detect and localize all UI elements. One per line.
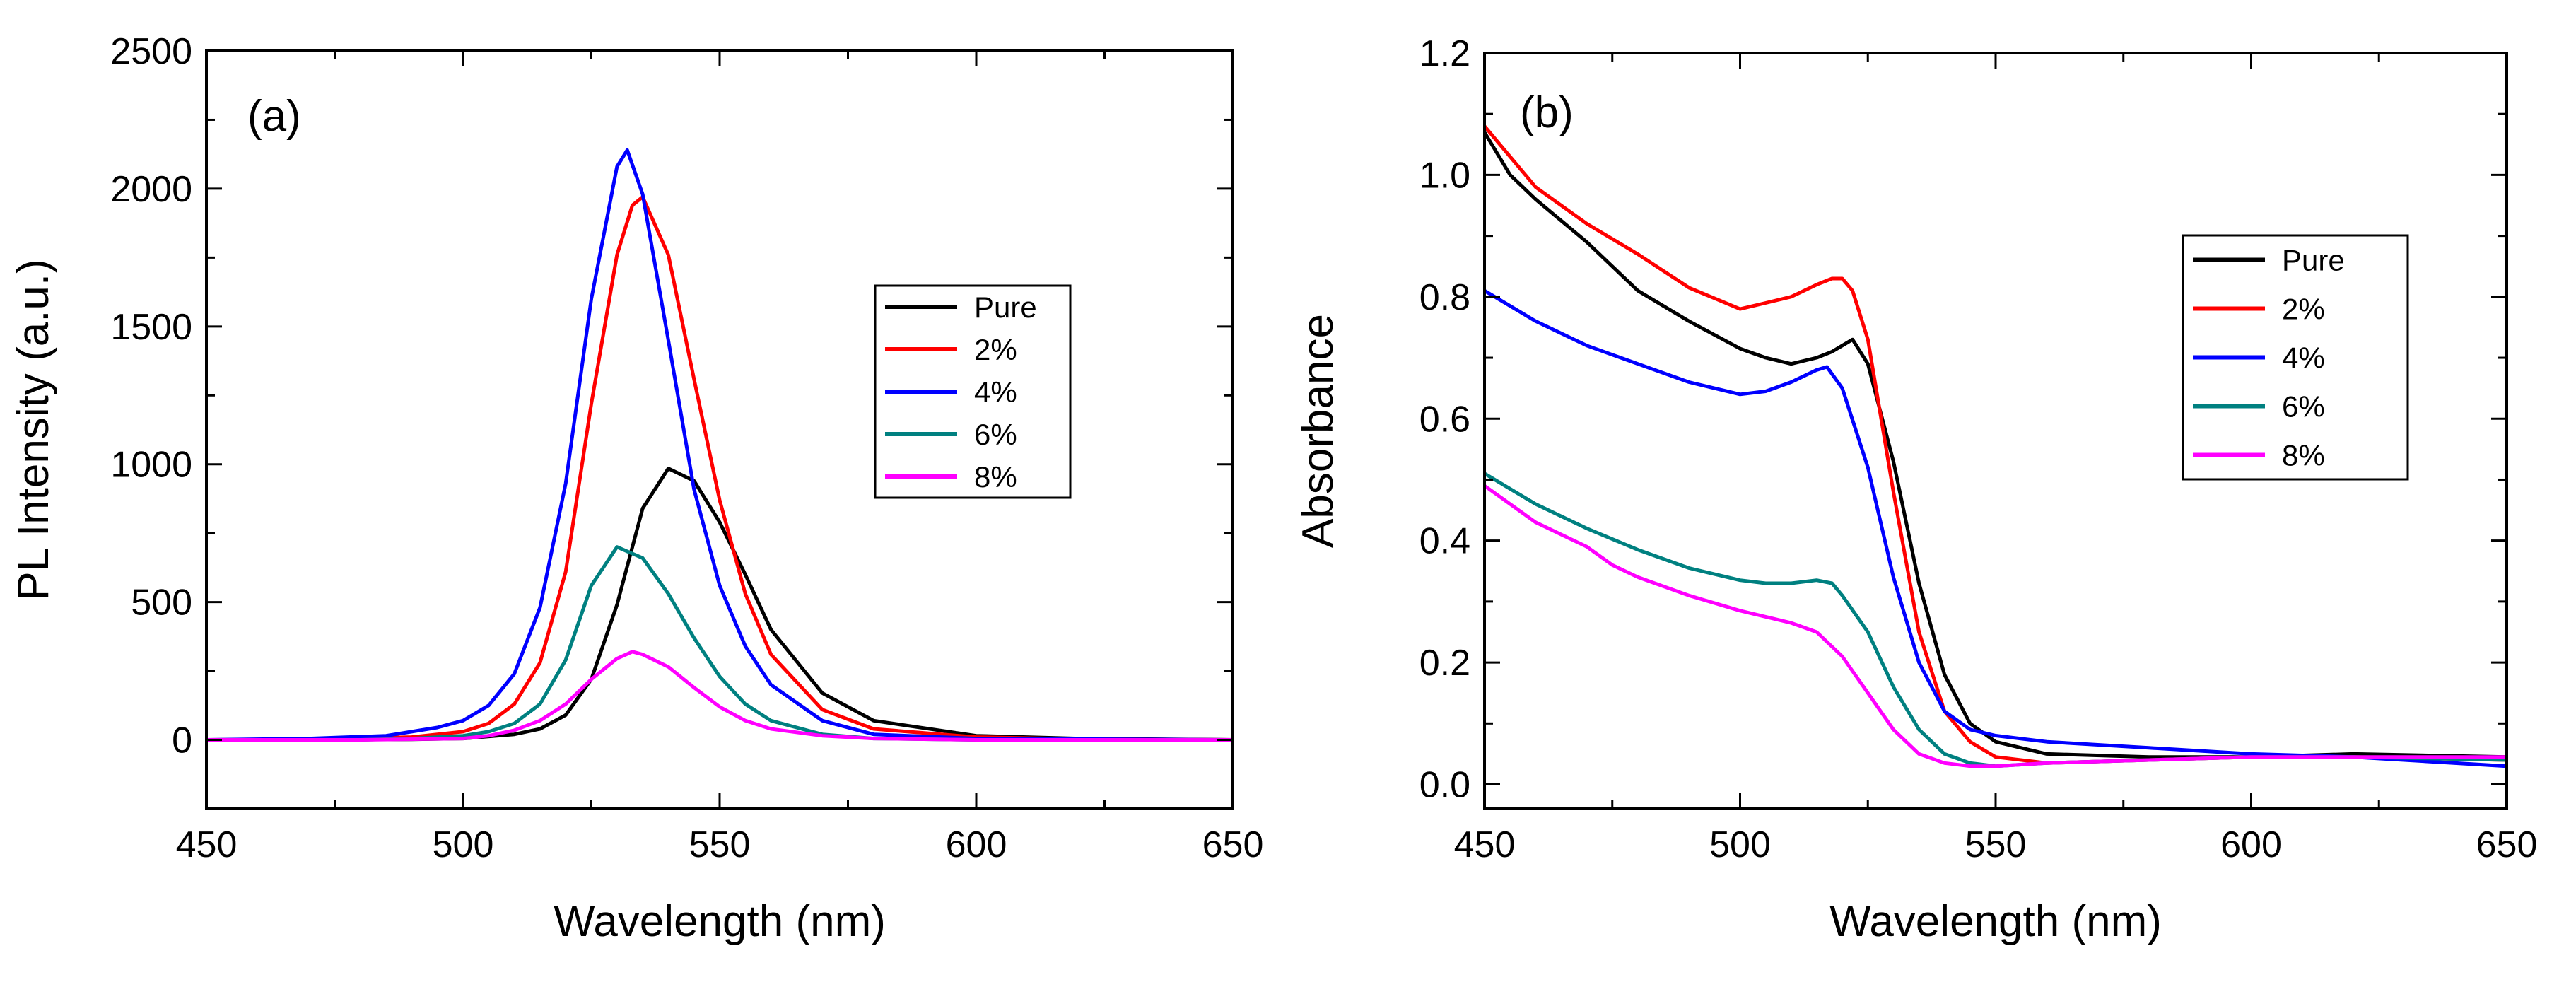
legend-label: Pure bbox=[974, 291, 1037, 324]
series-line-pure bbox=[1485, 130, 2507, 759]
series-line-6pct bbox=[206, 545, 1233, 742]
series-line-8pct bbox=[1485, 484, 2507, 768]
y-tick-label: 0.8 bbox=[1419, 277, 1470, 318]
legend-label: 2% bbox=[2282, 293, 2325, 326]
legend-label: 8% bbox=[2282, 439, 2325, 472]
y-tick-label: 1.0 bbox=[1419, 155, 1470, 196]
series-line-2pct bbox=[206, 195, 1233, 742]
panel-label: (a) bbox=[247, 92, 301, 141]
series-line-8pct bbox=[206, 650, 1233, 742]
y-axis-title: Absorbance bbox=[1294, 314, 1342, 548]
plot-frame bbox=[205, 49, 1234, 810]
x-tick-label: 600 bbox=[946, 824, 1007, 865]
legend-label: 6% bbox=[2282, 390, 2325, 423]
y-tick-label: 0.2 bbox=[1419, 643, 1470, 684]
legend-label: 4% bbox=[974, 375, 1017, 409]
y-tick-label: 1500 bbox=[110, 307, 192, 348]
y-tick-label: 0.4 bbox=[1419, 521, 1470, 562]
x-tick-label: 550 bbox=[1965, 824, 2027, 865]
y-tick-label: 2000 bbox=[110, 169, 192, 210]
series-line-4pct bbox=[206, 148, 1233, 742]
y-axis-title: PL Intensity (a.u.) bbox=[9, 259, 58, 601]
x-tick-label: 650 bbox=[2476, 824, 2538, 865]
series-line-6pct bbox=[1485, 472, 2507, 768]
x-tick-label: 500 bbox=[433, 824, 494, 865]
y-tick-label: 0.6 bbox=[1419, 399, 1470, 440]
x-tick-label: 550 bbox=[689, 824, 751, 865]
x-tick-label: 600 bbox=[2220, 824, 2282, 865]
legend-label: 2% bbox=[974, 333, 1017, 366]
series-line-4pct bbox=[1485, 288, 2507, 768]
x-axis-title: Wavelength (nm) bbox=[554, 897, 886, 946]
legend-label: 4% bbox=[2282, 341, 2325, 375]
y-tick-label: 1000 bbox=[110, 445, 192, 486]
y-tick-label: 500 bbox=[131, 583, 192, 624]
legend: Pure 2% 4% 6% 8% bbox=[874, 284, 1072, 499]
legend: Pure 2% 4% 6% 8% bbox=[2182, 234, 2409, 481]
x-axis-title: Wavelength (nm) bbox=[1829, 897, 2162, 946]
x-tick-label: 500 bbox=[1709, 824, 1771, 865]
series-line-pure bbox=[206, 467, 1233, 742]
y-tick-label: 1.2 bbox=[1419, 33, 1470, 74]
y-tick-label: 0.0 bbox=[1419, 765, 1470, 806]
chart-panel-a: 450 500 550 600 650 0 500 1000 1500 2000 2500 Wavel… bbox=[9, 31, 1263, 946]
x-tick-label: 450 bbox=[1454, 824, 1516, 865]
panel-label: (b) bbox=[1520, 88, 1574, 137]
y-tick-label: 0 bbox=[172, 720, 192, 761]
legend-label: 6% bbox=[974, 418, 1017, 451]
legend-label: 8% bbox=[974, 460, 1017, 493]
y-tick-label: 2500 bbox=[110, 31, 192, 72]
x-tick-label: 450 bbox=[176, 824, 238, 865]
x-tick-label: 650 bbox=[1202, 824, 1264, 865]
legend-label: Pure bbox=[2282, 244, 2345, 277]
chart-panel-b: 450 500 550 600 650 0.0 0.2 0.4 0.6 0.8 1.0 1.2 Wave… bbox=[1294, 33, 2537, 946]
